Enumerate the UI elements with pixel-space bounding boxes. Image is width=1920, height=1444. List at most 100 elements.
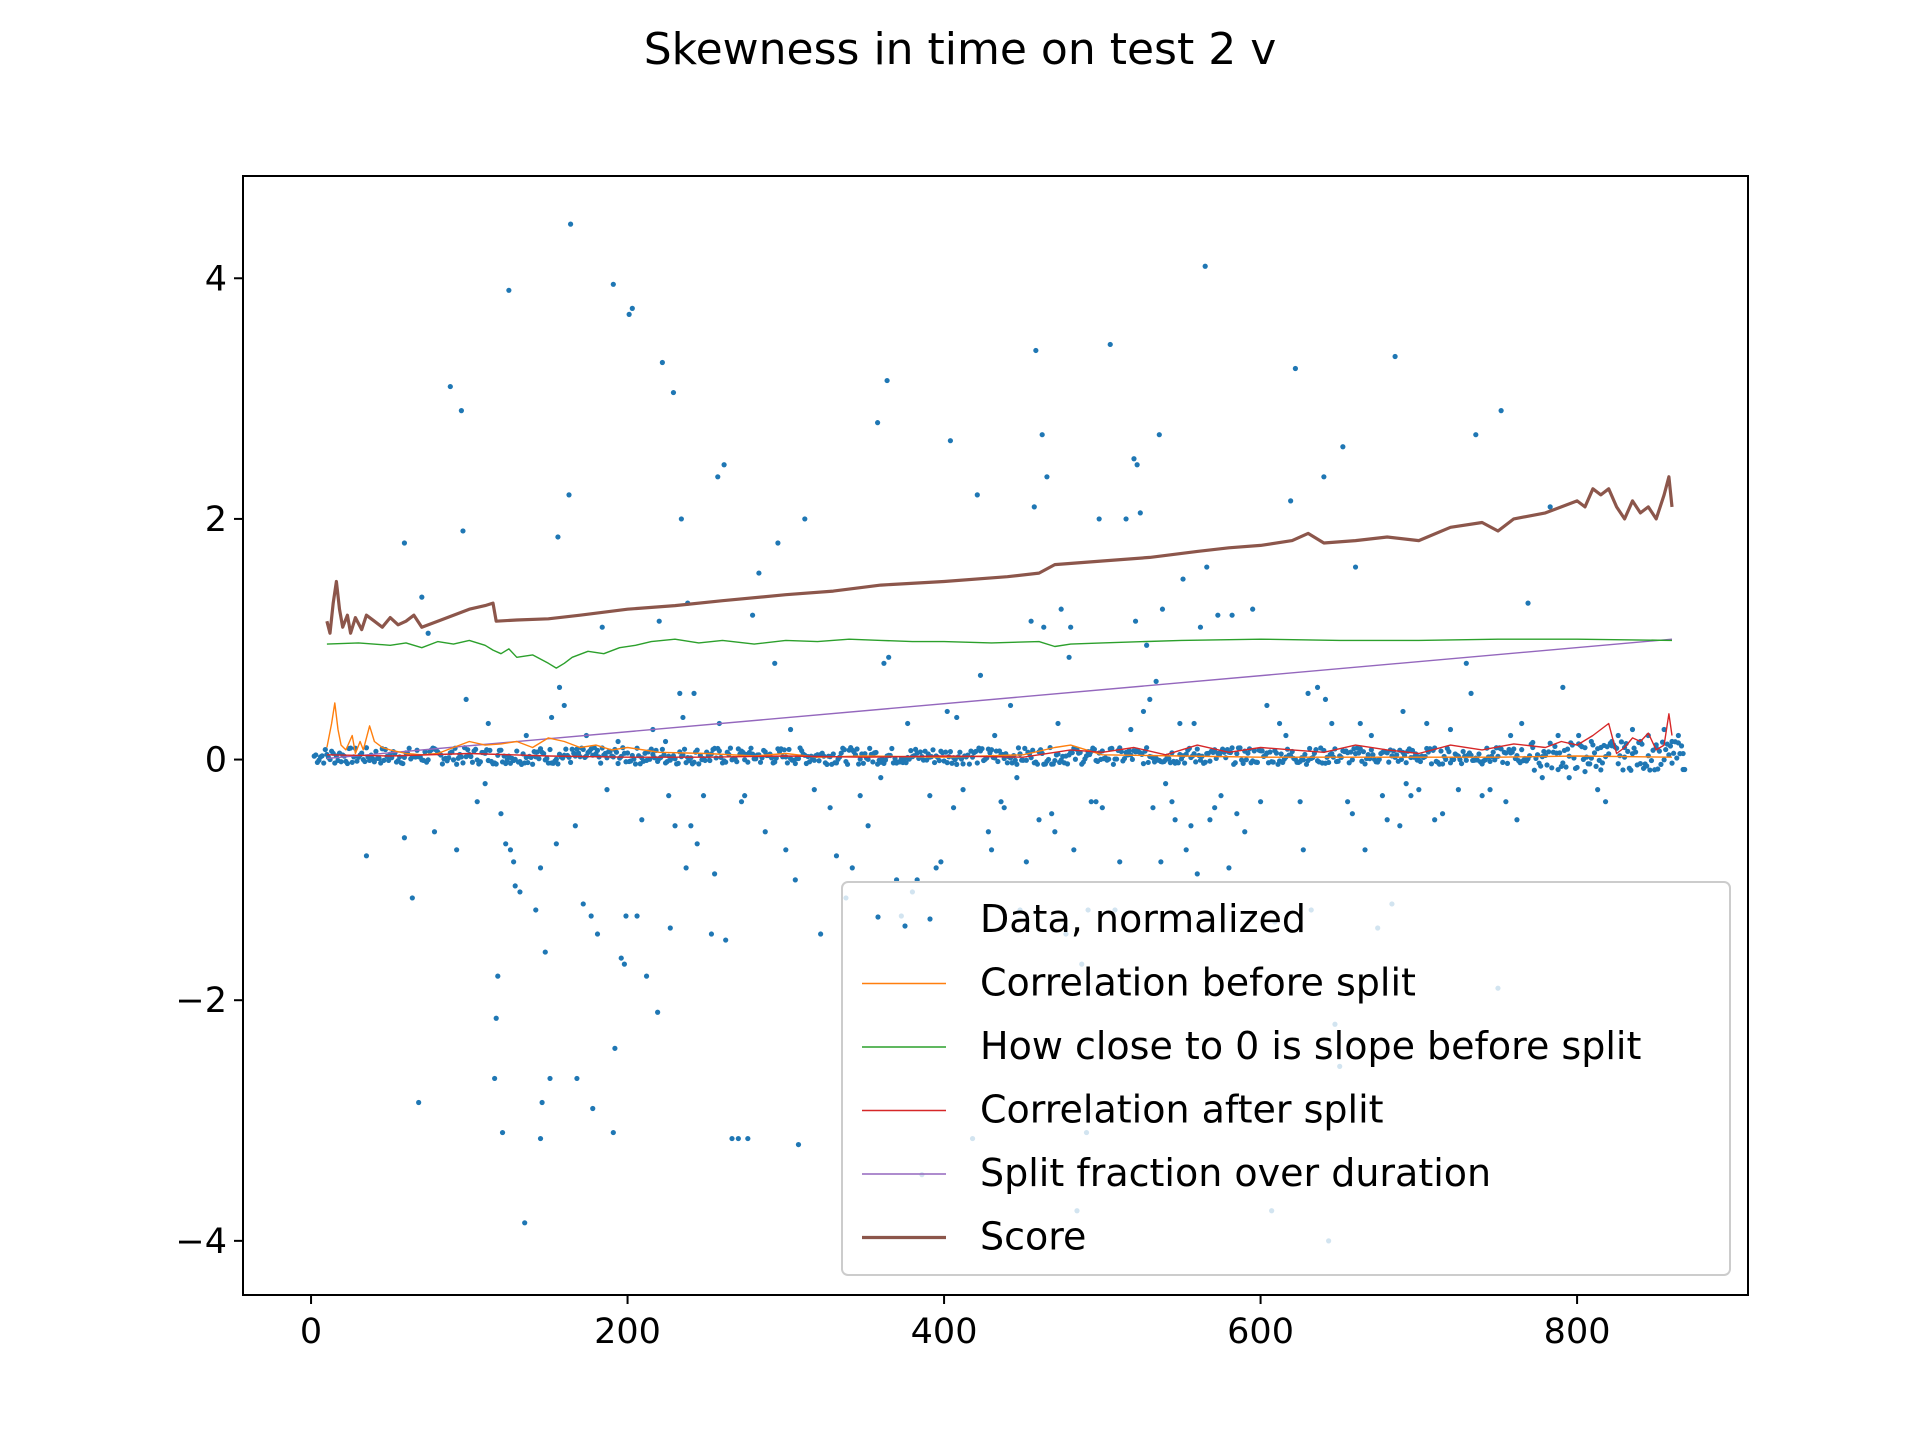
data-point xyxy=(667,925,673,931)
data-point xyxy=(745,759,751,765)
data-point xyxy=(1129,756,1135,763)
data-point xyxy=(1458,760,1465,767)
data-point xyxy=(1180,576,1186,582)
data-point xyxy=(1023,757,1029,763)
data-point xyxy=(1439,811,1446,817)
data-point xyxy=(1629,726,1636,733)
data-point xyxy=(875,420,881,426)
data-point xyxy=(833,853,840,859)
data-point xyxy=(1503,799,1509,805)
data-point xyxy=(1438,748,1444,754)
data-point xyxy=(1240,760,1246,767)
data-point xyxy=(949,760,955,766)
data-point xyxy=(561,702,567,709)
data-point xyxy=(1041,624,1047,630)
y-tick-label: −4 xyxy=(175,1222,227,1262)
data-point xyxy=(1123,516,1129,522)
data-point xyxy=(1109,745,1115,751)
data-point xyxy=(1049,811,1055,817)
data-point xyxy=(1595,787,1601,793)
data-point xyxy=(639,817,645,823)
x-tick-label: 800 xyxy=(1544,1312,1611,1352)
data-point xyxy=(927,793,933,799)
data-point xyxy=(1671,750,1677,756)
data-point xyxy=(539,1099,545,1106)
data-point xyxy=(1476,751,1482,757)
data-point xyxy=(1487,787,1493,793)
data-point xyxy=(534,749,540,755)
data-point xyxy=(1058,606,1064,612)
data-point xyxy=(1036,817,1042,823)
data-point xyxy=(944,760,950,766)
data-point xyxy=(547,746,553,753)
data-point xyxy=(757,759,764,765)
data-point xyxy=(1648,757,1655,764)
data-point xyxy=(1362,847,1368,853)
data-point xyxy=(1044,474,1050,480)
data-point xyxy=(1278,751,1284,757)
data-point xyxy=(1229,612,1235,618)
y-tick-label: 2 xyxy=(205,500,227,540)
data-point xyxy=(1251,748,1257,754)
data-point xyxy=(662,738,669,745)
data-point xyxy=(1022,745,1028,751)
data-point xyxy=(1150,805,1156,811)
data-point xyxy=(756,570,762,576)
data-point xyxy=(1400,708,1406,715)
data-point xyxy=(1463,757,1469,763)
data-point xyxy=(1145,759,1151,766)
data-point xyxy=(1153,678,1159,684)
data-point xyxy=(1300,757,1306,763)
data-point xyxy=(786,746,792,753)
data-point xyxy=(1126,748,1132,754)
legend-marker xyxy=(875,914,881,920)
data-point xyxy=(1069,750,1075,756)
data-point xyxy=(672,823,678,829)
data-point xyxy=(371,759,377,765)
data-point xyxy=(319,753,325,759)
data-point xyxy=(659,746,665,752)
data-point xyxy=(1191,720,1197,727)
data-point xyxy=(1631,745,1637,751)
data-point xyxy=(1663,746,1669,753)
data-point xyxy=(802,516,808,522)
legend-label: Score xyxy=(980,1215,1086,1259)
data-point xyxy=(1052,757,1058,764)
data-point xyxy=(979,746,985,752)
data-point xyxy=(1234,811,1240,817)
data-point xyxy=(1574,764,1580,771)
data-point xyxy=(655,1009,661,1015)
data-point xyxy=(615,760,621,767)
data-point xyxy=(1446,749,1452,755)
plot-area xyxy=(311,221,1688,1244)
legend-box xyxy=(841,881,1731,1276)
data-point xyxy=(313,752,319,758)
data-point xyxy=(1468,690,1474,696)
data-point xyxy=(708,931,715,937)
data-point xyxy=(680,752,686,758)
data-point xyxy=(1326,759,1332,766)
data-point xyxy=(1582,745,1588,751)
data-point xyxy=(1675,732,1681,739)
data-point xyxy=(615,738,621,745)
data-point xyxy=(537,1135,544,1142)
data-point xyxy=(882,757,889,763)
data-point xyxy=(1422,753,1428,760)
legend-marker xyxy=(927,916,933,922)
data-point xyxy=(610,281,616,287)
data-point xyxy=(1194,746,1200,752)
data-point xyxy=(988,847,995,853)
data-point xyxy=(1158,859,1164,865)
x-tick-label: 600 xyxy=(1227,1312,1294,1352)
data-point xyxy=(886,654,892,660)
data-point xyxy=(512,883,518,889)
legend-marker xyxy=(902,923,908,929)
data-point xyxy=(678,516,684,522)
data-point xyxy=(612,1045,618,1051)
data-point xyxy=(943,749,949,755)
data-point xyxy=(446,755,452,761)
data-point xyxy=(1403,760,1409,766)
data-point xyxy=(594,747,601,754)
legend-label: Correlation after split xyxy=(980,1088,1384,1132)
data-point xyxy=(666,793,672,799)
